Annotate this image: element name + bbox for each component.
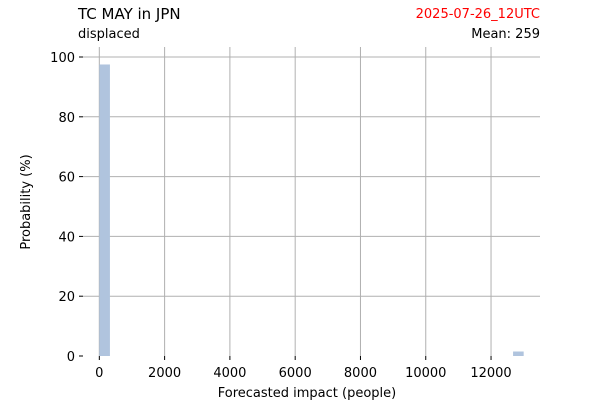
y-tick-label: 100 xyxy=(50,51,75,66)
histogram-bar xyxy=(99,64,110,356)
y-tick-label: 40 xyxy=(58,230,75,245)
x-tick-label: 12000 xyxy=(470,366,511,381)
bar-layer xyxy=(99,64,524,356)
y-tick-label: 80 xyxy=(58,111,75,126)
x-tick-label: 2000 xyxy=(148,366,181,381)
x-tick-label: 4000 xyxy=(213,366,246,381)
y-tick-label: 0 xyxy=(67,350,75,365)
x-tick-label: 0 xyxy=(95,366,103,381)
x-tick-label: 10000 xyxy=(405,366,446,381)
x-axis-label: Forecasted impact (people) xyxy=(218,386,396,400)
histogram-bar xyxy=(513,351,524,356)
y-tick-label: 60 xyxy=(58,171,75,186)
forecast-date: 2025-07-26_12UTC xyxy=(415,7,540,22)
grid-layer xyxy=(83,47,540,356)
y-tick-label: 20 xyxy=(58,290,75,305)
tick-layer: 0 2000 4000 6000 8000 10000 12000 0 20 40 60 80 100 xyxy=(50,51,512,381)
chart-title: TC MAY in JPN xyxy=(78,5,181,23)
y-axis-label: Probability (%) xyxy=(19,154,34,249)
mean-value: Mean: 259 xyxy=(471,27,540,42)
chart-subtitle: displaced xyxy=(78,27,140,42)
x-tick-label: 6000 xyxy=(279,366,312,381)
x-tick-label: 8000 xyxy=(344,366,377,381)
